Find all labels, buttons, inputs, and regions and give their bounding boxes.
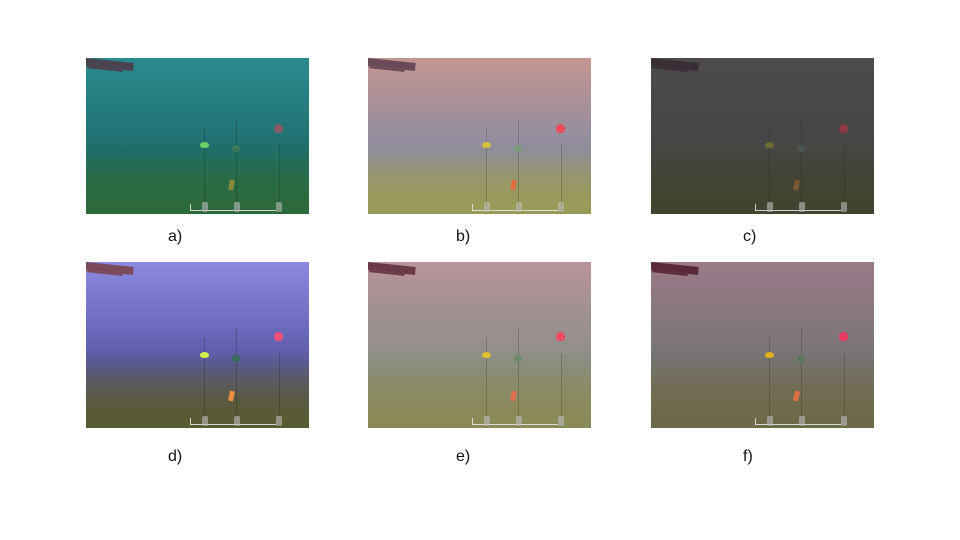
seabed bbox=[651, 348, 874, 428]
buoy bbox=[839, 124, 848, 133]
buoy bbox=[482, 352, 491, 358]
panel-label: f) bbox=[743, 448, 753, 465]
buoy bbox=[200, 142, 209, 148]
seabed bbox=[86, 348, 309, 428]
seabed-frame bbox=[755, 210, 841, 211]
frame-post bbox=[799, 416, 805, 426]
frame-post bbox=[276, 416, 282, 426]
mooring-line bbox=[561, 144, 562, 214]
frame-post bbox=[799, 202, 805, 212]
frame-post bbox=[841, 416, 847, 426]
seabed-frame bbox=[190, 418, 191, 425]
buoy bbox=[274, 332, 283, 341]
seabed bbox=[368, 348, 591, 428]
seabed-frame bbox=[755, 418, 756, 425]
buoy bbox=[797, 355, 805, 362]
underwater-image-f bbox=[651, 262, 874, 428]
seabed bbox=[368, 139, 591, 214]
mooring-line bbox=[486, 128, 487, 214]
underwater-image-b bbox=[368, 58, 591, 214]
frame-post bbox=[234, 202, 240, 212]
mooring-line bbox=[236, 120, 237, 214]
underwater-image-c bbox=[651, 58, 874, 214]
buoy bbox=[514, 145, 522, 152]
seabed bbox=[651, 139, 874, 214]
mooring-line bbox=[279, 144, 280, 214]
buoy bbox=[200, 352, 209, 358]
mooring-line bbox=[204, 337, 205, 428]
mooring-line bbox=[769, 128, 770, 214]
buoy bbox=[839, 332, 848, 341]
mooring-line bbox=[486, 337, 487, 428]
frame-post bbox=[767, 202, 773, 212]
underwater-image-a bbox=[86, 58, 309, 214]
buoy bbox=[556, 332, 565, 341]
frame-post bbox=[234, 416, 240, 426]
mooring-line bbox=[518, 120, 519, 214]
seabed-frame bbox=[472, 204, 473, 211]
seabed-frame bbox=[472, 424, 558, 425]
buoy bbox=[232, 145, 240, 152]
seabed-frame bbox=[190, 210, 276, 211]
buoy bbox=[232, 355, 240, 362]
panel-label: b) bbox=[456, 228, 471, 245]
buoy bbox=[482, 142, 491, 148]
frame-post bbox=[516, 416, 522, 426]
seabed bbox=[86, 139, 309, 214]
frame-post bbox=[558, 202, 564, 212]
panel-label: c) bbox=[743, 228, 757, 245]
buoy bbox=[514, 355, 522, 362]
underwater-image-d bbox=[86, 262, 309, 428]
mooring-line bbox=[801, 328, 802, 428]
buoy bbox=[556, 124, 565, 133]
mooring-line bbox=[844, 353, 845, 428]
frame-post bbox=[202, 202, 208, 212]
buoy bbox=[765, 142, 774, 148]
mooring-line bbox=[236, 328, 237, 428]
buoy bbox=[797, 145, 805, 152]
mooring-line bbox=[518, 328, 519, 428]
frame-post bbox=[202, 416, 208, 426]
seabed-frame bbox=[190, 424, 276, 425]
seabed-frame bbox=[755, 204, 756, 211]
mooring-line bbox=[204, 128, 205, 214]
frame-post bbox=[516, 202, 522, 212]
panel-label: d) bbox=[168, 448, 183, 465]
buoy bbox=[765, 352, 774, 358]
mooring-line bbox=[279, 353, 280, 428]
mooring-line bbox=[561, 353, 562, 428]
seabed-frame bbox=[190, 204, 191, 211]
frame-post bbox=[484, 202, 490, 212]
frame-post bbox=[276, 202, 282, 212]
panel-label: e) bbox=[456, 448, 471, 465]
seabed-frame bbox=[472, 210, 558, 211]
seabed-frame bbox=[472, 418, 473, 425]
frame-post bbox=[767, 416, 773, 426]
seabed-frame bbox=[755, 424, 841, 425]
buoy bbox=[274, 124, 283, 133]
mooring-line bbox=[801, 120, 802, 214]
panel-label: a) bbox=[168, 228, 183, 245]
mooring-line bbox=[844, 144, 845, 214]
frame-post bbox=[841, 202, 847, 212]
frame-post bbox=[484, 416, 490, 426]
frame-post bbox=[558, 416, 564, 426]
mooring-line bbox=[769, 337, 770, 428]
underwater-image-e bbox=[368, 262, 591, 428]
